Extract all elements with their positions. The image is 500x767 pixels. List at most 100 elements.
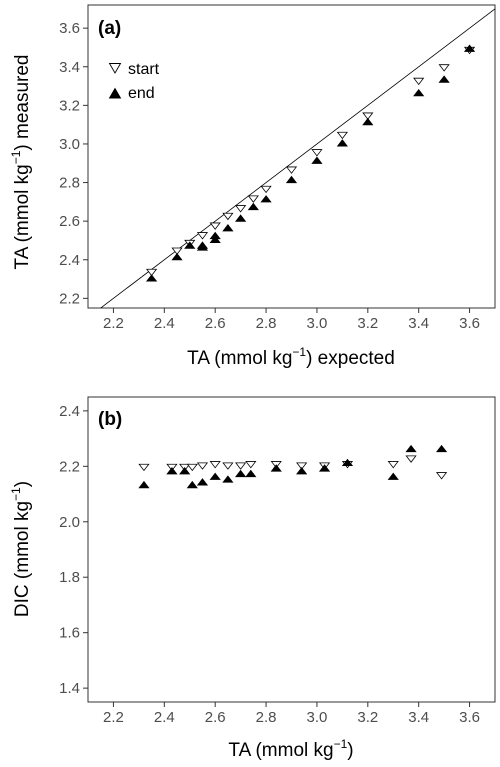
a-x-tick-label-0: 2.2: [103, 315, 124, 332]
b-x-tick-label-4: 3.0: [307, 709, 328, 726]
b-start-point-14: [405, 455, 417, 463]
b-end-point-10: [296, 467, 308, 475]
legend-end-label: end: [128, 85, 155, 102]
a-x-tick-label-3: 2.8: [256, 315, 277, 332]
y-axis-label-b: DIC (mmol kg−1): [9, 481, 33, 617]
b-end-point-7: [235, 469, 247, 478]
a-x-tick-label-7: 3.6: [459, 315, 480, 332]
a-end-point-11: [285, 175, 298, 184]
b-y-tick-label-2: 1.8: [59, 569, 80, 586]
b-end-point-9: [270, 464, 282, 472]
a-end-point-7: [222, 224, 234, 232]
a-start-point-14: [438, 64, 450, 72]
b-end-point-8: [245, 469, 257, 478]
b-start-point-8: [245, 461, 257, 469]
legend: start end: [108, 61, 160, 102]
b-y-tick-label-4: 2.2: [59, 458, 80, 475]
b-x-tick-label-5: 3.2: [357, 709, 378, 726]
a-end-point-9: [247, 202, 259, 211]
a-x-tick-label-6: 3.4: [408, 315, 429, 332]
x-axis-label-b: TA (mmol kg−1): [228, 737, 353, 761]
a-end-point-2: [184, 241, 196, 249]
b-y-tick-label-0: 1.4: [59, 680, 80, 697]
a-x-tick-label-5: 3.2: [357, 315, 378, 332]
a-start-point-5: [222, 212, 234, 221]
b-x-tick-label-3: 2.8: [256, 709, 277, 726]
b-x-tick-label-0: 2.2: [103, 709, 124, 726]
a-x-tick-label-2: 2.6: [205, 315, 226, 332]
plot-area-a: [87, 4, 496, 309]
b-start-point-10: [296, 462, 308, 470]
y-ticks-a: 2.2 2.4 2.6 2.8 3.0 3.2 3.4 3.6: [59, 20, 88, 307]
a-end-point-14: [362, 117, 374, 126]
b-y-tick-label-3: 2.0: [59, 514, 80, 531]
b-start-point-3: [186, 463, 198, 472]
a-start-point-10: [311, 149, 323, 157]
a-end-point-15: [413, 88, 425, 97]
b-end-point-11: [318, 464, 331, 472]
a-y-tick-label-5: 3.2: [59, 97, 80, 114]
legend-start-marker: [108, 63, 122, 74]
b-x-tick-label-1: 2.4: [154, 709, 175, 726]
a-y-tick-label-3: 2.8: [59, 175, 80, 192]
b-end-point-3: [186, 480, 198, 489]
a-start-point-8: [260, 185, 272, 194]
b-end-point-2: [179, 467, 191, 475]
a-start-point-7: [247, 195, 259, 203]
a-start-point-9: [285, 166, 298, 174]
x-ticks-a: 2.2 2.4 2.6 2.8 3.0 3.2 3.4 3.6: [103, 308, 480, 332]
a-end-point-0: [145, 274, 158, 282]
b-end-point-13: [387, 472, 399, 480]
b-end-point-4: [196, 478, 209, 486]
a-end-point-10: [260, 195, 272, 203]
b-end-point-6: [222, 475, 234, 483]
panel-label-a: (a): [98, 18, 121, 39]
legend-start-label: start: [128, 61, 160, 78]
panel-b: 2.2 2.4 2.6 2.8 3.0 3.2 3.4 3.6 1.4 1.6 1.8 2.0 2.2…: [9, 396, 496, 761]
a-end-point-17: [463, 44, 476, 52]
plot-area-b: [87, 396, 496, 703]
a-end-point-4: [196, 241, 209, 249]
b-start-point-13: [387, 461, 399, 469]
a-start-point-1: [171, 247, 183, 255]
b-y-tick-label-1: 1.6: [59, 625, 80, 642]
b-x-tick-label-2: 2.6: [205, 709, 226, 726]
a-y-tick-label-4: 3.0: [59, 136, 80, 153]
a-end-point-8: [235, 214, 247, 222]
b-start-point-7: [235, 462, 247, 470]
a-start-point-3: [196, 232, 209, 240]
b-end-point-5: [209, 472, 221, 480]
b-end-point-14: [405, 444, 417, 453]
points-b: [138, 444, 448, 489]
b-start-point-6: [222, 462, 234, 470]
b-end-point-1: [166, 467, 178, 475]
x-axis-label-a: TA (mmol kg−1) expected: [187, 345, 395, 369]
a-x-tick-label-1: 2.4: [154, 315, 175, 332]
y-ticks-b: 1.4 1.6 1.8 2.0 2.2 2.4: [59, 403, 88, 697]
a-y-tick-label-6: 3.4: [59, 59, 80, 76]
a-y-tick-label-1: 2.4: [59, 252, 80, 269]
b-end-point-15: [435, 444, 448, 453]
legend-end-marker: [108, 87, 122, 99]
b-start-point-4: [196, 462, 209, 470]
a-start-point-13: [413, 77, 425, 86]
b-x-tick-label-7: 3.6: [459, 709, 480, 726]
a-start-point-4: [209, 222, 221, 230]
panel-a: 2.2 2.4 2.6 2.8 3.0 3.2 3.4 3.6 2.2 2.4 2.6 2.8 3.0…: [9, 4, 496, 369]
b-start-point-15: [435, 472, 448, 480]
b-x-tick-label-6: 3.4: [408, 709, 429, 726]
b-end-point-12: [341, 458, 354, 467]
a-end-point-5: [209, 235, 221, 243]
x-ticks-b: 2.2 2.4 2.6 2.8 3.0 3.2 3.4 3.6: [103, 702, 480, 726]
a-start-point-6: [235, 205, 247, 213]
a-end-point-16: [438, 75, 450, 83]
a-end-point-6: [209, 231, 221, 240]
a-end-point-12: [311, 156, 323, 164]
b-start-point-5: [209, 461, 221, 469]
a-y-tick-label-0: 2.2: [59, 290, 80, 307]
a-y-tick-label-7: 3.6: [59, 20, 80, 37]
a-end-point-1: [171, 252, 183, 261]
a-start-point-12: [362, 112, 374, 120]
panel-label-b: (b): [98, 409, 122, 430]
